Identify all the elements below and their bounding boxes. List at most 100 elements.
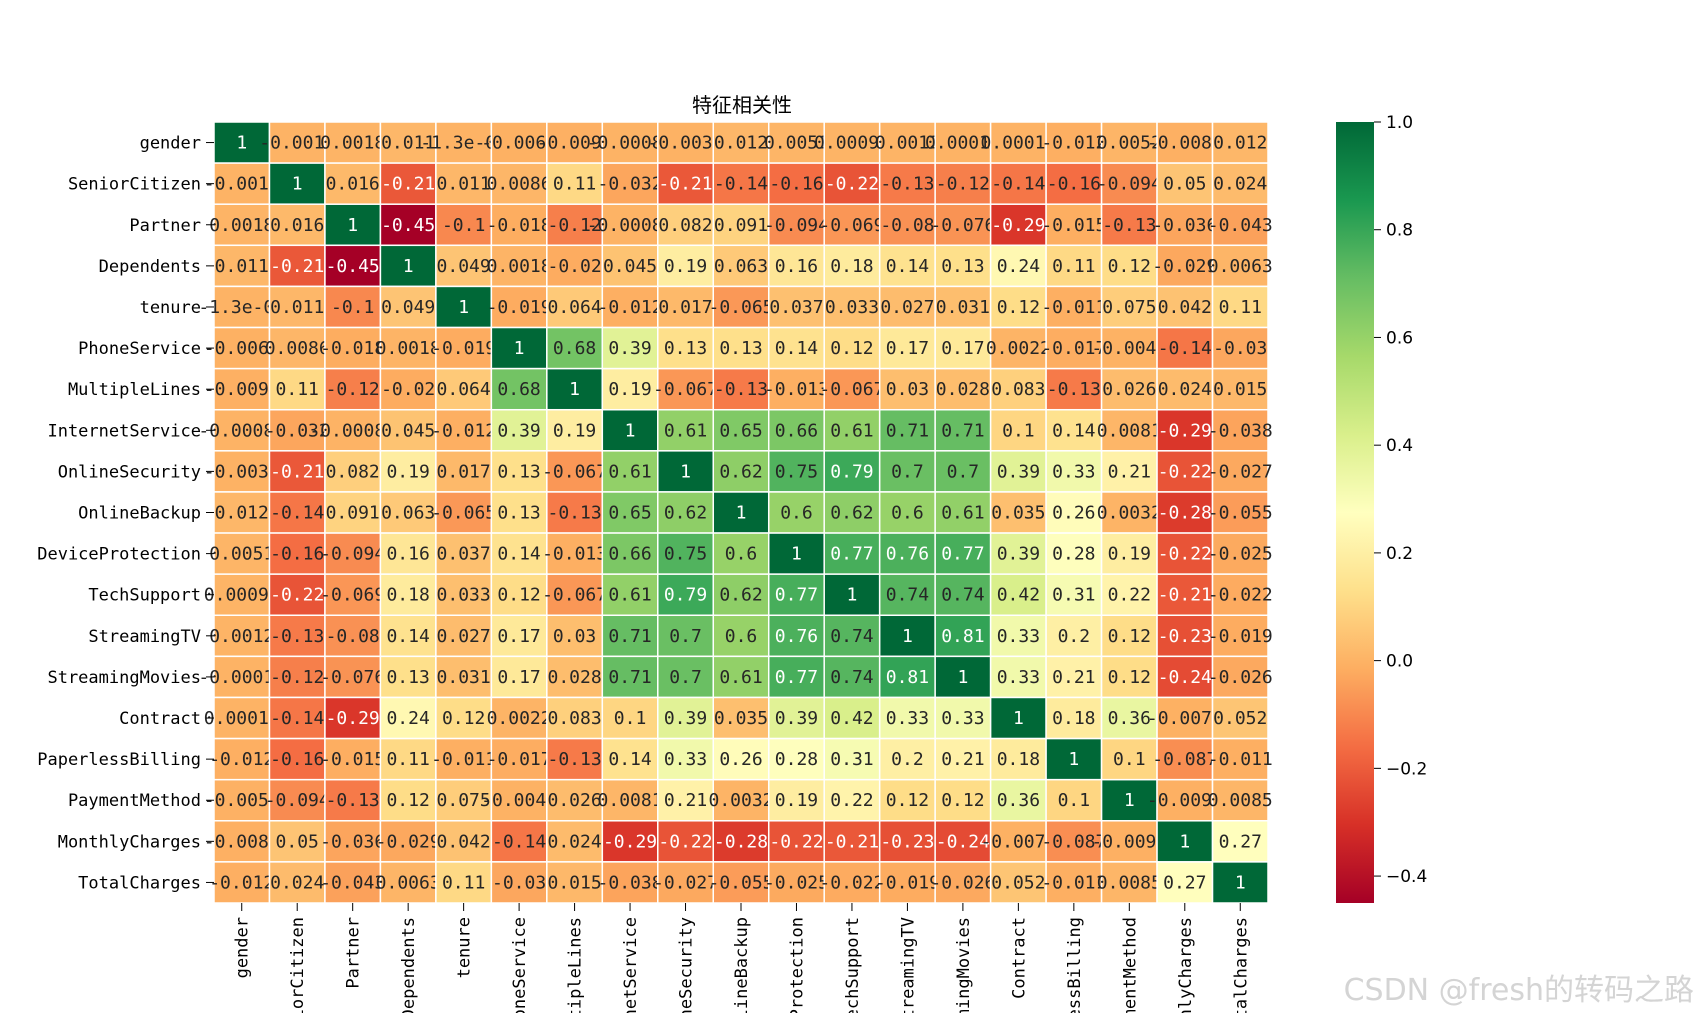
heatmap-cell-label: -0.21 <box>381 174 435 195</box>
heatmap-cell <box>767 408 825 452</box>
heatmap-cell-label: -0.0076 <box>1147 708 1223 729</box>
heatmap-cell-label: -0.065 <box>431 503 496 524</box>
heatmap-cell <box>435 491 493 534</box>
heatmap-cell <box>324 162 382 205</box>
heatmap-cell <box>1100 861 1158 904</box>
heatmap-cell-label: -0.011 <box>1208 749 1273 770</box>
heatmap-cell-label: 0.21 <box>1052 667 1095 688</box>
heatmap-cell <box>379 737 437 781</box>
y-tick-label: MultipleLines <box>68 380 201 400</box>
heatmap-cell-label: 0.42 <box>997 585 1040 606</box>
heatmap-cell <box>268 450 326 493</box>
heatmap-cell-label: 0.77 <box>775 585 818 606</box>
heatmap-cell-label: -0.03 <box>1213 338 1267 359</box>
x-tick-label: neSecurity <box>677 917 697 1013</box>
heatmap-cell-label: 0.39 <box>664 708 707 729</box>
heatmap-cell <box>435 573 493 617</box>
heatmap-cell-label: 0.7 <box>891 461 924 482</box>
heatmap-cell-label: 0.082 <box>326 461 380 482</box>
heatmap-cell-label: 0.064 <box>547 297 601 318</box>
heatmap-cell <box>1211 532 1269 575</box>
heatmap-cell-label: -0.0041 <box>1091 338 1167 359</box>
heatmap-cell-label: 1 <box>791 544 802 565</box>
heatmap-cell <box>490 203 548 247</box>
heatmap-cell-label: 0.075 <box>437 790 491 811</box>
heatmap-cell-label: -0.018 <box>320 338 385 359</box>
heatmap-cell-label: 0.024 <box>1213 174 1267 195</box>
heatmap-cell-label: -0.0076 <box>980 831 1056 852</box>
heatmap-cell <box>490 244 548 288</box>
heatmap-cell-label: -0.043 <box>320 872 385 893</box>
heatmap-cell <box>213 655 271 699</box>
heatmap-cell <box>767 696 825 740</box>
heatmap-cell <box>1045 573 1103 617</box>
heatmap-cell <box>712 203 770 247</box>
heatmap-cell-label: 0.0063 <box>376 872 441 893</box>
heatmap-cell-label: -0.032 <box>265 420 330 441</box>
heatmap-cell <box>546 573 604 617</box>
heatmap-cell-label: 0.71 <box>886 420 929 441</box>
heatmap-cell <box>601 326 659 370</box>
heatmap-cell-label: 1 <box>236 133 247 154</box>
heatmap-cell-label: 0.19 <box>775 790 818 811</box>
heatmap-cell-label: -0.29 <box>991 215 1045 236</box>
heatmap-cell <box>1156 367 1214 411</box>
heatmap-cell <box>1211 737 1269 781</box>
heatmap-cell-label: 0.026 <box>547 790 601 811</box>
heatmap-cell-label: 0.19 <box>664 256 707 277</box>
heatmap-cell-label: -0.02 <box>381 379 435 400</box>
heatmap-cell-label: 0.81 <box>886 667 929 688</box>
heatmap-cell-label: 0.27 <box>1163 872 1206 893</box>
heatmap-cell-label: 0.016 <box>326 174 380 195</box>
heatmap-cell <box>546 162 604 205</box>
colorbar-tick-label: 0.8 <box>1386 221 1413 241</box>
heatmap-cell <box>379 655 437 699</box>
heatmap-cell-label: -0.12 <box>326 379 380 400</box>
heatmap-cell-label: -0.018 <box>487 215 552 236</box>
heatmap-cell-label: -0.017 <box>1041 338 1106 359</box>
heatmap-cell-label: 1 <box>347 215 358 236</box>
heatmap-cell <box>989 573 1047 617</box>
heatmap-cell-label: -0.22 <box>270 585 324 606</box>
heatmap-cell <box>379 285 437 329</box>
heatmap-cell-label: 0.18 <box>830 256 873 277</box>
heatmap-cell <box>213 326 271 370</box>
heatmap-cell-label: 0.11 <box>386 749 429 770</box>
heatmap-cell-label: 0.0032 <box>1097 503 1162 524</box>
heatmap-cell-label: 1 <box>957 667 968 688</box>
heatmap-cell <box>601 655 659 699</box>
heatmap-cell <box>379 820 437 863</box>
x-tick-label: Dependents <box>399 917 419 1013</box>
heatmap-cell-label: 0.74 <box>830 626 873 647</box>
heatmap-cell-label: 1 <box>403 256 414 277</box>
heatmap-cell <box>1045 614 1103 658</box>
heatmap-cell-label: 0.0085 <box>1208 790 1273 811</box>
heatmap-cell-label: 1 <box>292 174 303 195</box>
heatmap-cell <box>1211 450 1269 493</box>
heatmap-cell-label: 0.03 <box>886 379 929 400</box>
heatmap-cell-label: -0.14 <box>270 708 324 729</box>
heatmap-cell-label: 0.1 <box>1113 749 1146 770</box>
heatmap-cell-label: 0.39 <box>997 544 1040 565</box>
chart-title: 特征相关性 <box>692 93 792 117</box>
heatmap-cell-label: 0.12 <box>386 790 429 811</box>
heatmap-cell <box>1211 367 1269 411</box>
heatmap-cell-label: 0.0063 <box>1208 256 1273 277</box>
heatmap-cell <box>1211 573 1269 617</box>
heatmap-cell-label: 0.015 <box>1213 379 1267 400</box>
heatmap-cell-label: 0.11 <box>1052 256 1095 277</box>
heatmap-cell <box>379 203 437 247</box>
heatmap-cell-label: -0.027 <box>653 872 718 893</box>
heatmap-cell-label: -0.065 <box>708 297 773 318</box>
heatmap-cell-label: 0.17 <box>497 626 540 647</box>
heatmap-cell-label: 0.12 <box>442 708 485 729</box>
heatmap-cell-label: -0.038 <box>1208 420 1273 441</box>
heatmap-cell-label: -0.24 <box>1158 667 1212 688</box>
heatmap-cell-label: 0.14 <box>497 544 540 565</box>
heatmap-cell-label: 0.33 <box>664 749 707 770</box>
heatmap-cell-label: 0.18 <box>997 749 1040 770</box>
heatmap-cell-label: 0.74 <box>830 667 873 688</box>
x-tick-label: iorCitizen <box>288 917 308 1013</box>
x-tick-label: talCharges <box>1231 917 1251 1013</box>
y-tick-label: InternetService <box>47 421 201 441</box>
